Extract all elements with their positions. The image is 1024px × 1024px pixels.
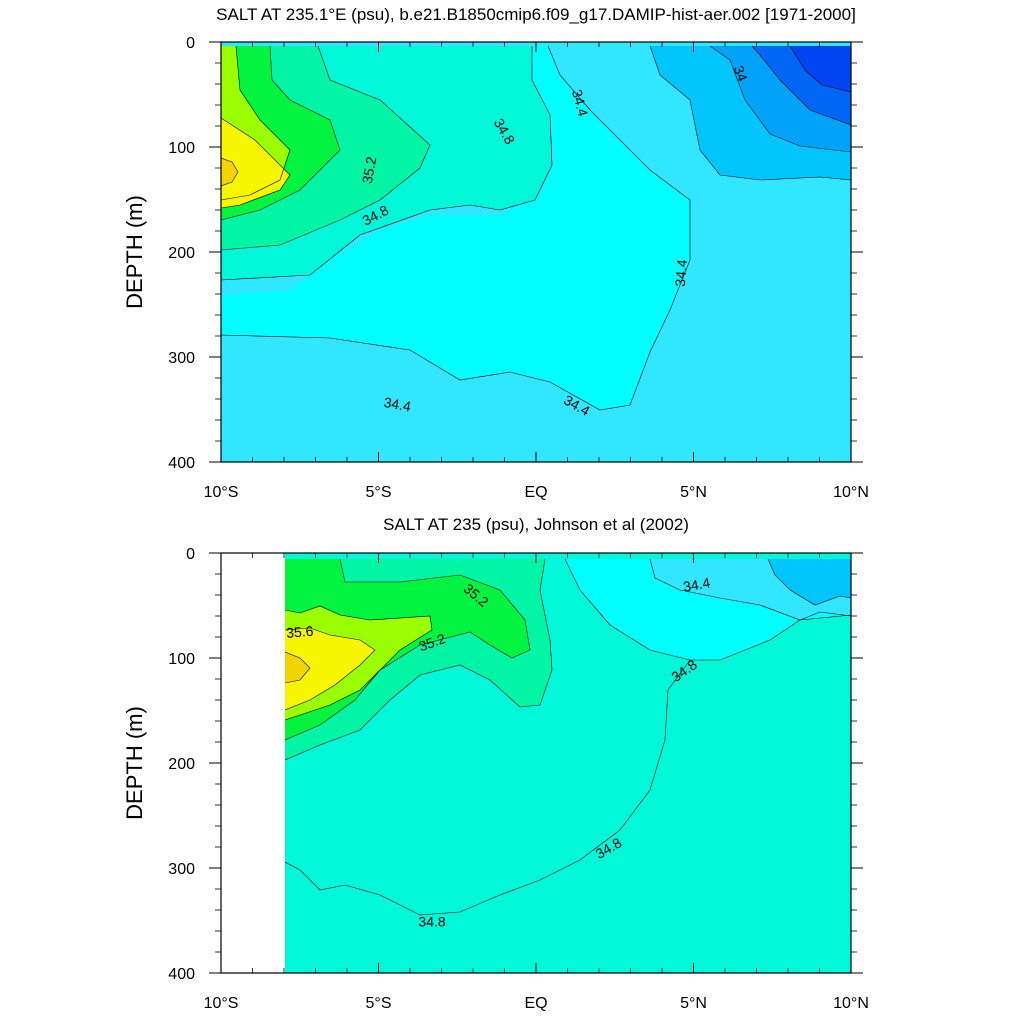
y-tick-label: 100 [168, 651, 195, 668]
x-tick-label: 5°S [366, 995, 392, 1012]
contour-lines-top [221, 45, 851, 411]
contour-fill-bottom [285, 553, 851, 973]
x-tick-label: EQ [524, 995, 547, 1012]
x-tick-label: 5°S [366, 484, 392, 501]
panel-bottom: SALT AT 235 (psu), Johnson et al (2002) … [122, 515, 869, 1012]
contour-label-text: 35.6 [285, 623, 314, 641]
x-tick-label: EQ [524, 484, 547, 501]
contour-label-text: 34.4 [672, 259, 690, 288]
chart-title: SALT AT 235 (psu), Johnson et al (2002) [383, 515, 689, 534]
contour-label: 35.2 [359, 155, 380, 185]
contour-label: 34.8 [418, 914, 445, 930]
contour-fill-top [221, 42, 851, 462]
panel-top: SALT AT 235.1°E (psu), b.e21.B1850cmip6.… [122, 5, 869, 501]
y-axis-label: DEPTH (m) [122, 195, 147, 309]
x-tick-label: 10°S [204, 484, 239, 501]
x-tick-label: 10°S [204, 995, 239, 1012]
axes-top: 10°S 5°S EQ 5°N 10°N 0 100 200 300 400 [168, 35, 869, 501]
y-tick-label: 0 [186, 546, 195, 563]
contour-label-text: 34.4 [569, 88, 592, 119]
contour-label-text: 34.4 [383, 394, 413, 415]
fill-34-5 [221, 46, 690, 410]
contour-label: 35.6 [285, 623, 314, 641]
contour-label-text: 35.2 [359, 155, 380, 185]
chart-title: SALT AT 235.1°E (psu), b.e21.B1850cmip6.… [216, 5, 856, 24]
contour-label: 34.4 [383, 394, 413, 415]
y-tick-label: 100 [168, 140, 195, 157]
y-tick-label: 400 [168, 455, 195, 472]
x-tick-label: 5°N [680, 484, 707, 501]
contour-label-text: 34 [731, 63, 751, 83]
fill-35-6 [285, 628, 375, 710]
contour-lines-bottom [285, 558, 851, 916]
y-tick-label: 200 [168, 756, 195, 773]
contour-label-text: 34.4 [682, 574, 712, 595]
y-tick-label: 200 [168, 245, 195, 262]
contour-label: 34.4 [569, 88, 592, 119]
x-tick-label: 5°N [680, 995, 707, 1012]
y-tick-label: 400 [168, 966, 195, 983]
contour-label: 34.4 [672, 259, 690, 288]
fill-34-3 [768, 559, 851, 605]
y-tick-label: 300 [168, 861, 195, 878]
axes-bottom: 10°S 5°S EQ 5°N 10°N 0 100 200 300 400 [168, 546, 869, 1012]
y-tick-label: 300 [168, 350, 195, 367]
fill-35-6 [221, 118, 290, 208]
y-axis-label: DEPTH (m) [122, 706, 147, 820]
fill-34-0 [790, 46, 851, 92]
x-tick-label: 10°N [833, 995, 869, 1012]
y-tick-label: 0 [186, 35, 195, 52]
contour-label: 34.4 [682, 574, 712, 595]
x-tick-label: 10°N [833, 484, 869, 501]
contour-label-text: 34.8 [418, 914, 445, 930]
contour-label: 34 [731, 63, 751, 83]
